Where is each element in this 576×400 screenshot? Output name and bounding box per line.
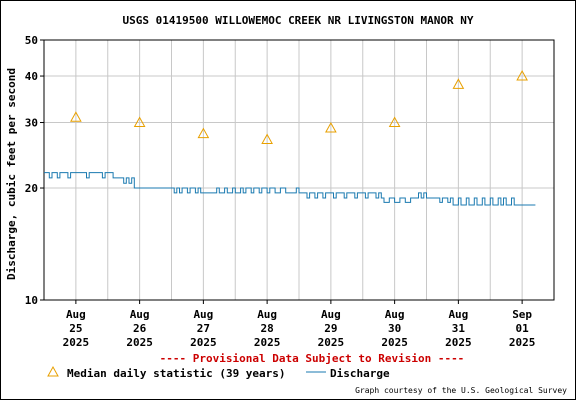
chart-title: USGS 01419500 WILLOWEMOC CREEK NR LIVING… (123, 14, 474, 27)
x-tick-label: Aug (257, 308, 277, 321)
x-tick-label: 01 (516, 322, 530, 335)
legend-triangle-icon (47, 365, 59, 377)
x-tick-label: 2025 (445, 336, 472, 349)
y-tick-label: 30 (25, 117, 38, 130)
median-point (452, 78, 465, 89)
x-tick-label: 27 (197, 322, 210, 335)
plot-area (43, 39, 555, 301)
x-tick-label: Aug (66, 308, 86, 321)
x-tick-label: Aug (448, 308, 468, 321)
x-axis-ticks: Aug252025Aug262025Aug272025Aug282025Aug2… (63, 300, 536, 349)
x-tick-label: 2025 (63, 336, 90, 349)
median-point (516, 70, 528, 81)
x-tick-label: Aug (130, 308, 150, 321)
x-tick-label: 26 (133, 322, 147, 335)
median-point (325, 121, 337, 133)
x-tick-label: 2025 (509, 336, 536, 349)
x-tick-label: Aug (385, 308, 405, 321)
x-tick-label: 29 (324, 322, 337, 335)
median-point (133, 116, 146, 128)
credit-text: Graph courtesy of the U.S. Geological Su… (355, 386, 567, 395)
median-point (70, 111, 82, 122)
series-layer (44, 70, 536, 206)
legend-discharge-label: Discharge (330, 367, 390, 380)
x-tick-label: 25 (69, 322, 82, 335)
x-tick-label: 2025 (190, 336, 217, 349)
x-tick-label: 28 (261, 322, 274, 335)
discharge-line (44, 172, 536, 206)
x-tick-label: Aug (193, 308, 213, 321)
y-axis-ticks: 10 20 30 40 50 (25, 34, 44, 307)
x-tick-label: Aug (321, 308, 341, 321)
x-tick-label: 2025 (126, 336, 153, 349)
provisional-notice: ---- Provisional Data Subject to Revisio… (160, 352, 465, 365)
gridlines (44, 39, 554, 301)
x-tick-label: 2025 (318, 336, 345, 349)
median-point (261, 133, 273, 145)
median-point (197, 127, 210, 139)
y-tick-label: 10 (25, 294, 38, 307)
x-tick-label: 30 (388, 322, 401, 335)
legend: Median daily statistic (39 years) Discha… (47, 365, 390, 380)
x-tick-label: 2025 (381, 336, 408, 349)
x-tick-label: Sep (512, 308, 532, 321)
median-point (388, 116, 401, 128)
x-tick-label: 31 (452, 322, 466, 335)
y-tick-label: 50 (25, 34, 38, 47)
y-tick-label: 20 (25, 182, 38, 195)
y-axis-label: Discharge, cubic feet per second (5, 68, 18, 280)
x-tick-label: 2025 (254, 336, 281, 349)
y-tick-label: 40 (25, 70, 38, 83)
legend-median-label: Median daily statistic (39 years) (67, 367, 286, 380)
